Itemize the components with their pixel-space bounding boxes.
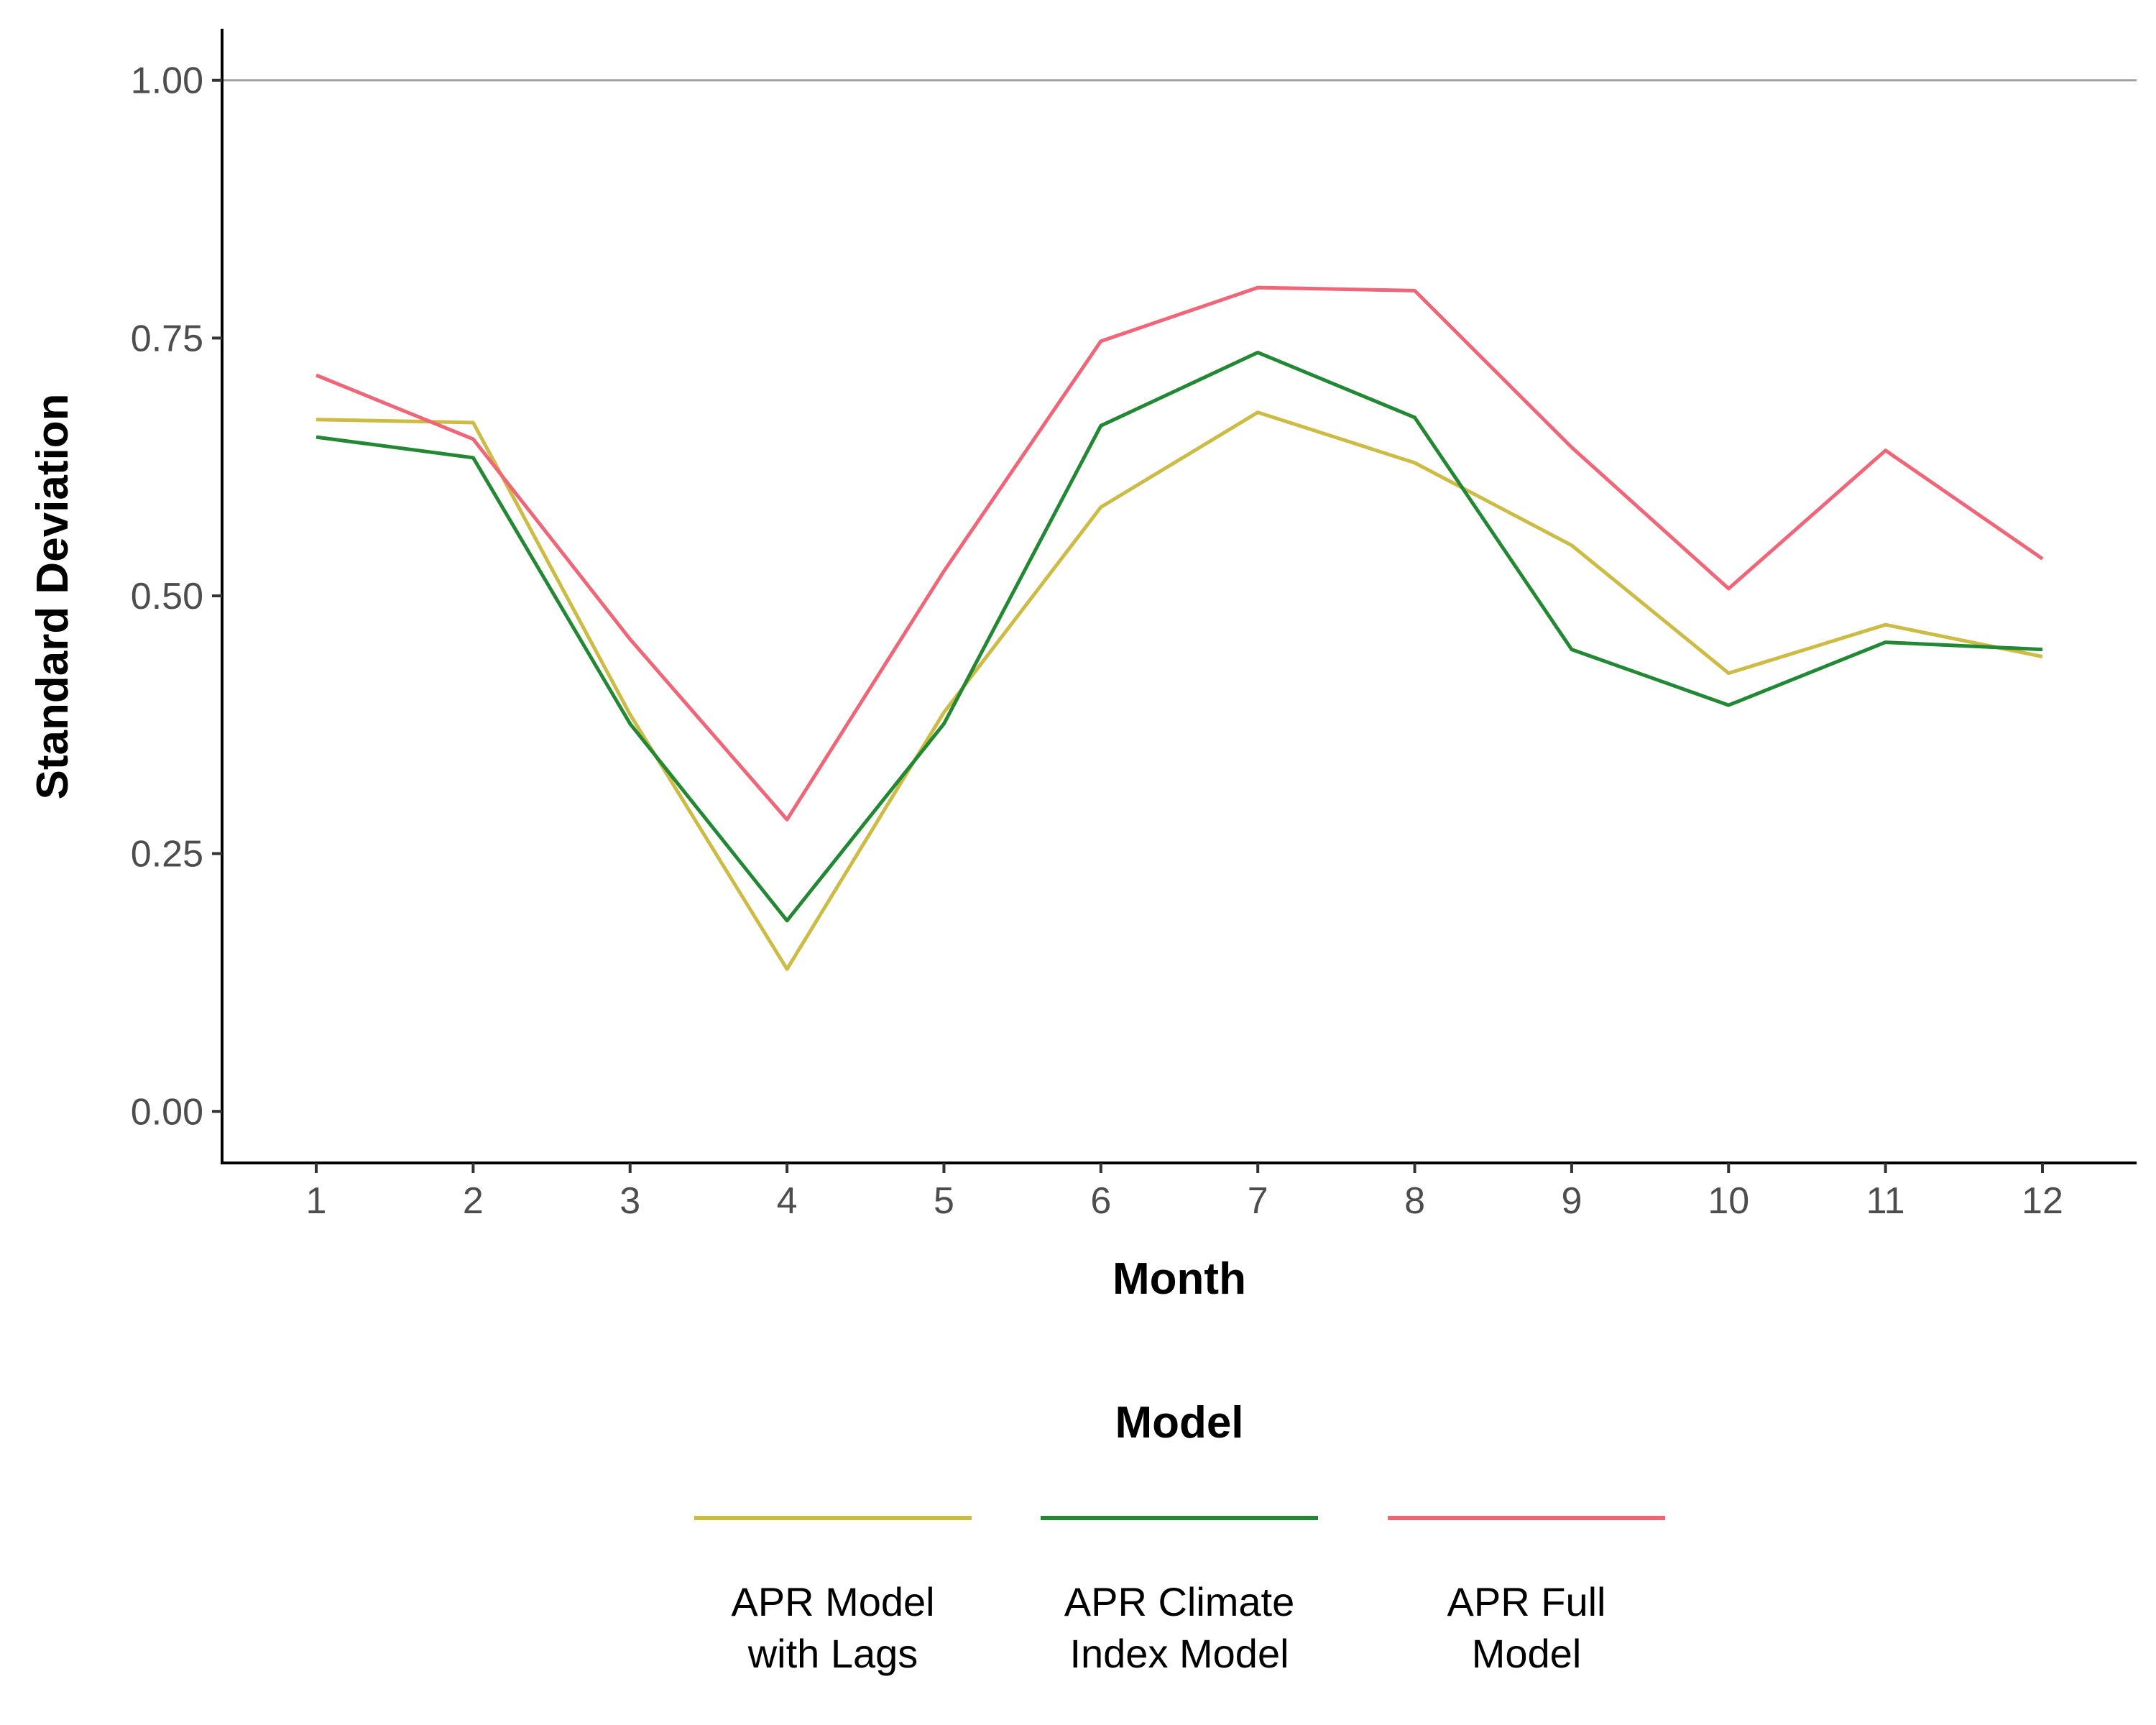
- legend-item-3: APR Full Model: [1388, 1516, 1665, 1676]
- legend-label: Model: [1472, 1631, 1582, 1676]
- y-tick-label: 0.75: [131, 318, 203, 359]
- series-line-3: [315, 285, 2044, 822]
- x-tick-label: 1: [306, 1180, 327, 1222]
- legend-label: APR Model: [731, 1579, 934, 1624]
- x-tick-label: 2: [463, 1180, 484, 1222]
- y-tick-label: 0.00: [131, 1091, 203, 1133]
- x-tick-label: 10: [1708, 1180, 1749, 1222]
- y-tick-label: 0.50: [131, 576, 203, 617]
- legend-label: Index Model: [1069, 1631, 1289, 1676]
- y-tick-label: 1.00: [131, 60, 203, 102]
- legend-item-1: APR Model with Lags: [694, 1516, 972, 1676]
- x-tick-label: 6: [1090, 1180, 1111, 1222]
- legend-item-2: APR Climate Index Model: [1041, 1516, 1318, 1676]
- y-axis-title: Standard Deviation: [28, 394, 78, 800]
- legend-label: APR Climate: [1064, 1579, 1295, 1624]
- legend-label: with Lags: [747, 1631, 918, 1676]
- legend-label: APR Full: [1447, 1579, 1606, 1624]
- series-line-2: [315, 350, 2043, 923]
- x-tick-label: 12: [2022, 1180, 2063, 1222]
- legend-title: Model: [1115, 1398, 1243, 1448]
- x-axis-title: Month: [1112, 1254, 1246, 1304]
- x-tick-label: 3: [619, 1180, 640, 1222]
- x-tick-label: 4: [777, 1180, 798, 1222]
- x-tick-label: 9: [1561, 1180, 1582, 1222]
- series-layer: [315, 285, 2044, 971]
- ticks-layer: 1 2 3 4 5 6 7 8 9 10 11 120.000.250.500.751.00: [131, 60, 2063, 1222]
- series-line-1: [315, 410, 2043, 971]
- legend: APR Model with Lags APR Climate Index Model…: [694, 1516, 1665, 1676]
- x-tick-label: 5: [934, 1180, 954, 1222]
- x-tick-label: 8: [1404, 1180, 1425, 1222]
- y-tick-label: 0.25: [131, 834, 203, 875]
- x-tick-label: 11: [1866, 1180, 1905, 1222]
- x-tick-label: 7: [1248, 1180, 1268, 1222]
